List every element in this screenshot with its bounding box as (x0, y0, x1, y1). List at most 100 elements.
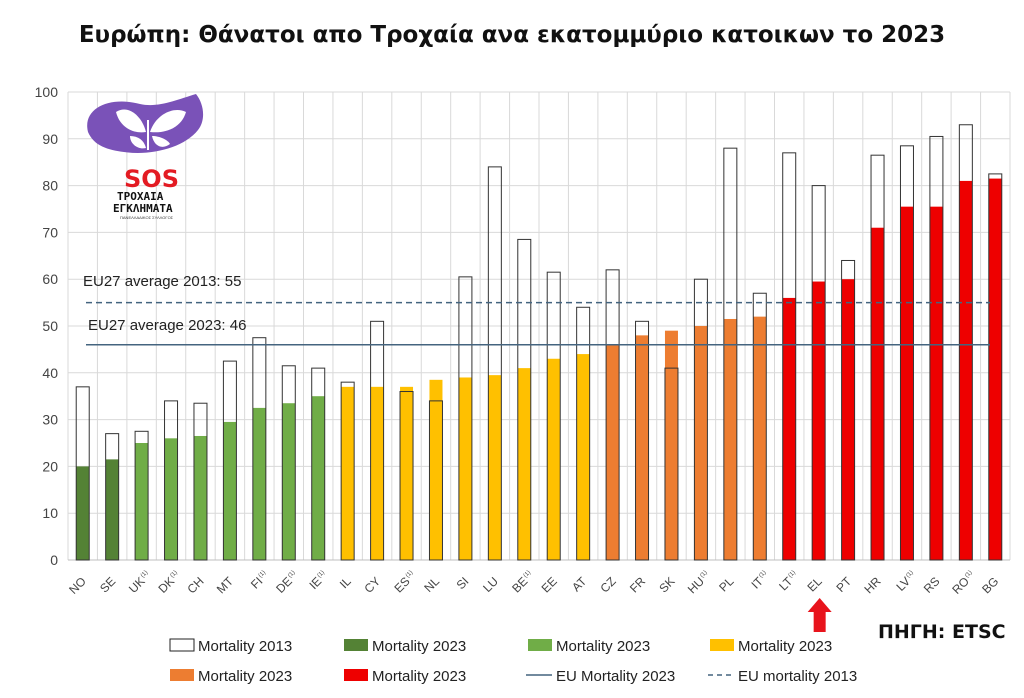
legend-item: EU Mortality 2023 (526, 668, 675, 685)
logo-line-3: ΕΓΚΛΗΜΑΤΑ (113, 202, 173, 215)
x-tick-label: NL (421, 574, 442, 595)
legend-item: Mortality 2023 (344, 638, 466, 655)
butterfly-logo-icon (87, 94, 204, 154)
bar-2013-es (399, 391, 414, 561)
logo-line-4: ΠΑΝΕΛΛΑΔΙΚΟΣ ΣΥΛΛΟΓΟΣ (120, 215, 174, 220)
bar-2023-rs (929, 206, 943, 560)
x-tick-label: CH (184, 574, 206, 596)
bar-2013-se (105, 433, 120, 561)
logo-line-2: ΤΡΟΧΑΙΑ (117, 190, 164, 203)
category-footnote: (1) (523, 570, 532, 579)
x-tick-label: PT (833, 574, 854, 595)
bar-2023-ie (311, 396, 325, 560)
y-tick-label: 0 (50, 552, 58, 568)
bar-2013-no (75, 386, 90, 561)
category-footnote: (1) (964, 570, 973, 579)
y-tick-label: 40 (42, 365, 58, 381)
legend-label: Mortality 2023 (556, 638, 650, 655)
x-tick-label: LV(1) (893, 570, 914, 594)
category-code: IL (337, 574, 354, 591)
category-code: SI (454, 574, 472, 592)
legend-label: Mortality 2023 (738, 638, 832, 655)
bar-2023-fr (635, 335, 649, 560)
category-footnote: (1) (317, 570, 326, 579)
bar-2013-el (811, 185, 826, 561)
x-tick-label: RO(1) (949, 570, 973, 597)
x-tick-label: HR (861, 574, 883, 596)
up-arrow-icon (807, 598, 832, 632)
x-axis: NO SE UK(1) DK(1) CH MT FI(1) DE(1) IE(1) IL CY ES(… (66, 570, 1001, 597)
category-code: SK (656, 574, 677, 595)
legend-item: Mortality 2013 (169, 638, 292, 655)
legend-item: Mortality 2023 (344, 668, 466, 685)
legend-swatch (169, 638, 195, 652)
bar-2023-mt (223, 421, 237, 560)
bar-2023-ee (547, 358, 561, 560)
bar-2023-uk (135, 443, 149, 560)
bar-2013-lu (487, 166, 502, 561)
bar-2013-de (281, 365, 296, 561)
bar-2013-pt (841, 259, 856, 561)
x-tick-label: AT (569, 574, 590, 595)
logo-sos-text: SOS (124, 165, 179, 193)
bar-2023-nl (429, 379, 443, 560)
x-tick-label: BE(1) (509, 570, 532, 596)
y-axis: 0 10 20 30 40 50 60 70 80 90 100 (35, 84, 59, 568)
x-tick-label: IE(1) (306, 570, 326, 592)
category-code: NL (421, 574, 442, 595)
bar-2013-ee (546, 271, 561, 561)
avg-2013-label: EU27 average 2013: 55 (83, 273, 241, 290)
bar-2023-ch (193, 435, 207, 560)
category-code: PT (833, 574, 854, 595)
category-footnote: (1) (758, 570, 767, 579)
bar-2013-pl (723, 147, 738, 561)
category-code: PL (716, 574, 737, 595)
y-tick-label: 50 (42, 318, 58, 334)
legend: Mortality 2013 Mortality 2023 Mortality 20… (169, 638, 857, 685)
legend-item: Mortality 2023 (170, 668, 292, 685)
bar-2013-fi (252, 337, 267, 561)
x-tick-label: IL (337, 574, 354, 591)
bar-2013-rs (929, 135, 944, 561)
bar-2013-cy (370, 320, 385, 561)
category-footnote: (1) (788, 570, 797, 579)
category-code: LU (480, 574, 501, 595)
category-footnote: (1) (905, 570, 914, 579)
x-tick-label: LT(1) (776, 570, 797, 594)
x-tick-label: HU(1) (685, 570, 709, 597)
y-tick-label: 30 (42, 412, 58, 428)
chart-title: Ευρώπη: Θάνατοι απο Τροχαία ανα εκατομμύ… (78, 22, 946, 48)
bar-2013-si (458, 276, 473, 561)
bar-2013-cz (605, 269, 620, 561)
bar-2013-fr (635, 320, 650, 561)
category-code: BG (979, 574, 1001, 596)
bar-2013-lv (899, 145, 914, 561)
legend-label: Mortality 2023 (198, 668, 292, 685)
x-tick-label: FI(1) (248, 570, 267, 592)
legend-swatch (344, 639, 368, 651)
category-footnote: (1) (140, 570, 149, 579)
legend-swatch (344, 669, 368, 681)
bar-2013-hu (693, 278, 708, 561)
legend-label: EU Mortality 2023 (556, 668, 675, 685)
bar-2023-lv (900, 206, 914, 560)
bar-2023-pl (723, 318, 737, 560)
bars (75, 124, 1003, 561)
x-tick-label: EE (539, 574, 560, 595)
bar-2013-hr (870, 154, 885, 561)
x-tick-label: SE (97, 574, 118, 595)
x-tick-label: DE(1) (273, 570, 296, 596)
category-footnote: (1) (258, 570, 267, 579)
bar-2023-cy (370, 386, 384, 560)
category-footnote: (1) (699, 570, 708, 579)
category-code: FR (627, 574, 648, 595)
y-tick-label: 10 (42, 505, 58, 521)
x-tick-label: UK(1) (126, 570, 149, 596)
bar-2023-fi (252, 407, 266, 560)
bar-2013-uk (134, 430, 149, 561)
bar-2013-at (576, 306, 591, 561)
category-code: HR (861, 574, 883, 596)
legend-label: Mortality 2023 (372, 638, 466, 655)
x-tick-label: CY (362, 574, 384, 596)
